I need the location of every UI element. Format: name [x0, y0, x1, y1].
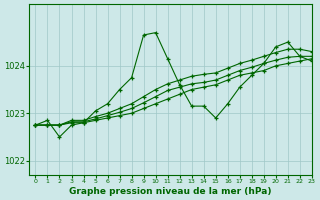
X-axis label: Graphe pression niveau de la mer (hPa): Graphe pression niveau de la mer (hPa) [69, 187, 272, 196]
